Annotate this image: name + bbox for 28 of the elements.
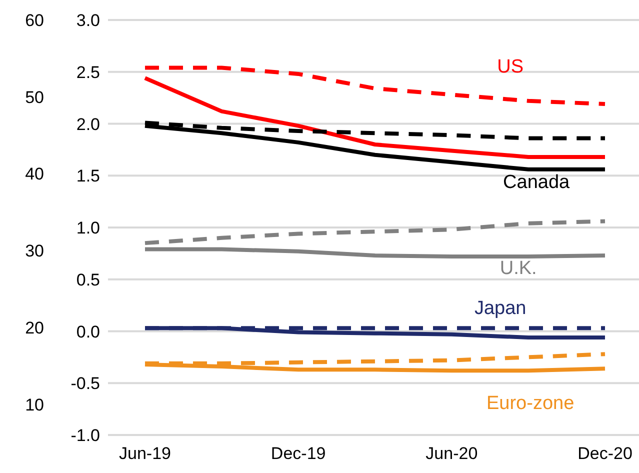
y-tick-label: 0.0 (76, 322, 100, 342)
line-series (143, 219, 607, 246)
y2-tick-label: 60 (25, 11, 44, 30)
series-label: U.K. (500, 258, 537, 280)
y-tick-label: 2.5 (76, 62, 100, 82)
line-series (143, 247, 607, 259)
y-tick-label: 2.0 (76, 114, 100, 134)
y-tick-label: -0.5 (70, 374, 100, 394)
y2-tick-label: 20 (25, 318, 44, 338)
x-tick-label: Dec-20 (578, 444, 632, 464)
line-series (143, 76, 607, 159)
series-label: Euro-zone (486, 393, 574, 414)
y2-tick-label: 10 (25, 395, 44, 414)
y-tick-label: 0.5 (76, 270, 100, 290)
y-tick-label: -1.0 (70, 426, 100, 446)
y-tick-label: 1.0 (76, 218, 100, 238)
text: US (497, 56, 524, 78)
series-label: Canada (503, 172, 570, 193)
x-tick-label: Jun-20 (426, 444, 478, 464)
y2-tick-label: 30 (25, 242, 44, 261)
y2-tick-label: 40 (25, 164, 44, 184)
series-label: Japan (474, 298, 526, 319)
x-tick-label: Dec-19 (270, 444, 326, 464)
y2-tick-label: 50 (25, 88, 44, 107)
line-series (143, 124, 607, 172)
y-tick-label: 1.5 (76, 166, 100, 186)
y-tick-label: 3.0 (76, 11, 100, 30)
x-tick-label: Jun-19 (119, 444, 171, 464)
